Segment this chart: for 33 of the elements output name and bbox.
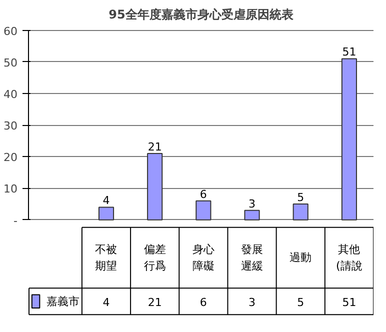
y-tick-label: 40 [4,88,18,101]
legend-label: 嘉義市 [46,294,80,308]
x-tick-label: 發展遲緩 [241,242,264,273]
y-tick-label: 50 [4,56,18,70]
data-label: 4 [102,194,110,208]
x-tick-label: 過動 [290,251,312,264]
bar [292,204,308,220]
chart-title: 95全年度嘉義市身心受虐原因統表 [108,8,294,22]
data-label: 5 [297,191,304,204]
bar [196,200,212,220]
y-tick-label: 60 [4,24,18,38]
bar [147,152,163,220]
bar [98,206,114,220]
text: 3 [248,296,256,309]
data-label: 6 [200,188,207,201]
x-tick-label: 不被期望 [95,242,118,273]
y-tick-label: 20 [4,151,18,164]
bar [244,210,260,220]
text: 6 [200,296,207,309]
y-tick-label: - [14,214,18,228]
x-tick-label: 偏差行爲 [144,242,166,273]
y-tick-label: 30 [4,120,18,133]
data-label: 51 [342,46,356,59]
data-label: 3 [248,197,256,210]
x-tick-label: 其他(請說 [336,242,362,273]
text: 51 [342,296,356,309]
text: 5 [297,296,304,309]
data-label: 21 [148,140,162,154]
y-tick-label: 10 [4,182,18,196]
x-tick-label: 身心障礙 [192,242,214,273]
text: 4 [102,296,110,309]
bar [341,58,357,220]
text: 21 [148,296,162,309]
